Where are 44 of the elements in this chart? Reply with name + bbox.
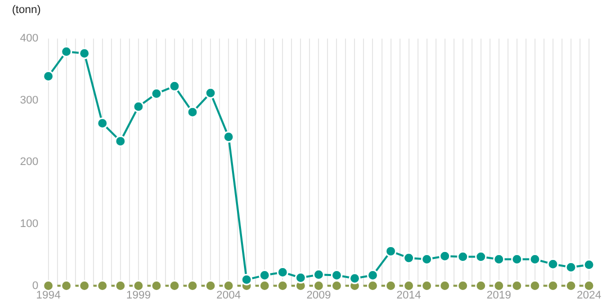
y-axis-title: (tonn) xyxy=(12,4,41,16)
y-tick-label: 400 xyxy=(20,32,38,45)
y-tick-label: 300 xyxy=(20,94,38,106)
point xyxy=(294,272,306,284)
x-tick-label: 2009 xyxy=(306,289,331,302)
point xyxy=(204,87,216,99)
x-tick-label: 1994 xyxy=(36,289,61,302)
point xyxy=(186,106,198,118)
point xyxy=(385,245,397,257)
point xyxy=(258,270,270,282)
point xyxy=(348,272,360,284)
point xyxy=(366,270,378,282)
point xyxy=(168,80,180,92)
y-tick-label: 100 xyxy=(20,218,38,230)
point xyxy=(421,253,433,265)
point xyxy=(403,252,415,264)
point xyxy=(42,70,54,82)
point xyxy=(565,262,577,274)
x-tick-label: 2014 xyxy=(396,289,422,302)
y-tick-label: 200 xyxy=(20,156,38,168)
point xyxy=(96,118,108,130)
point xyxy=(240,274,252,286)
x-tick-label: 1999 xyxy=(126,289,151,302)
x-tick-label: 2024 xyxy=(576,289,602,302)
point xyxy=(511,253,523,265)
point xyxy=(583,259,595,271)
point xyxy=(529,253,541,265)
point xyxy=(276,266,288,278)
x-tick-label: 2004 xyxy=(216,289,241,302)
point xyxy=(114,135,126,147)
point xyxy=(78,48,90,60)
point xyxy=(439,250,451,262)
point xyxy=(132,100,144,112)
point xyxy=(330,270,342,282)
point xyxy=(150,88,162,100)
point xyxy=(60,46,72,58)
point xyxy=(475,251,487,263)
point xyxy=(547,258,559,270)
point xyxy=(457,251,469,263)
x-tick-label: 2019 xyxy=(486,289,512,302)
point xyxy=(312,268,324,280)
point xyxy=(222,131,234,143)
point xyxy=(493,253,505,265)
y-tick-label: 0 xyxy=(32,280,38,292)
